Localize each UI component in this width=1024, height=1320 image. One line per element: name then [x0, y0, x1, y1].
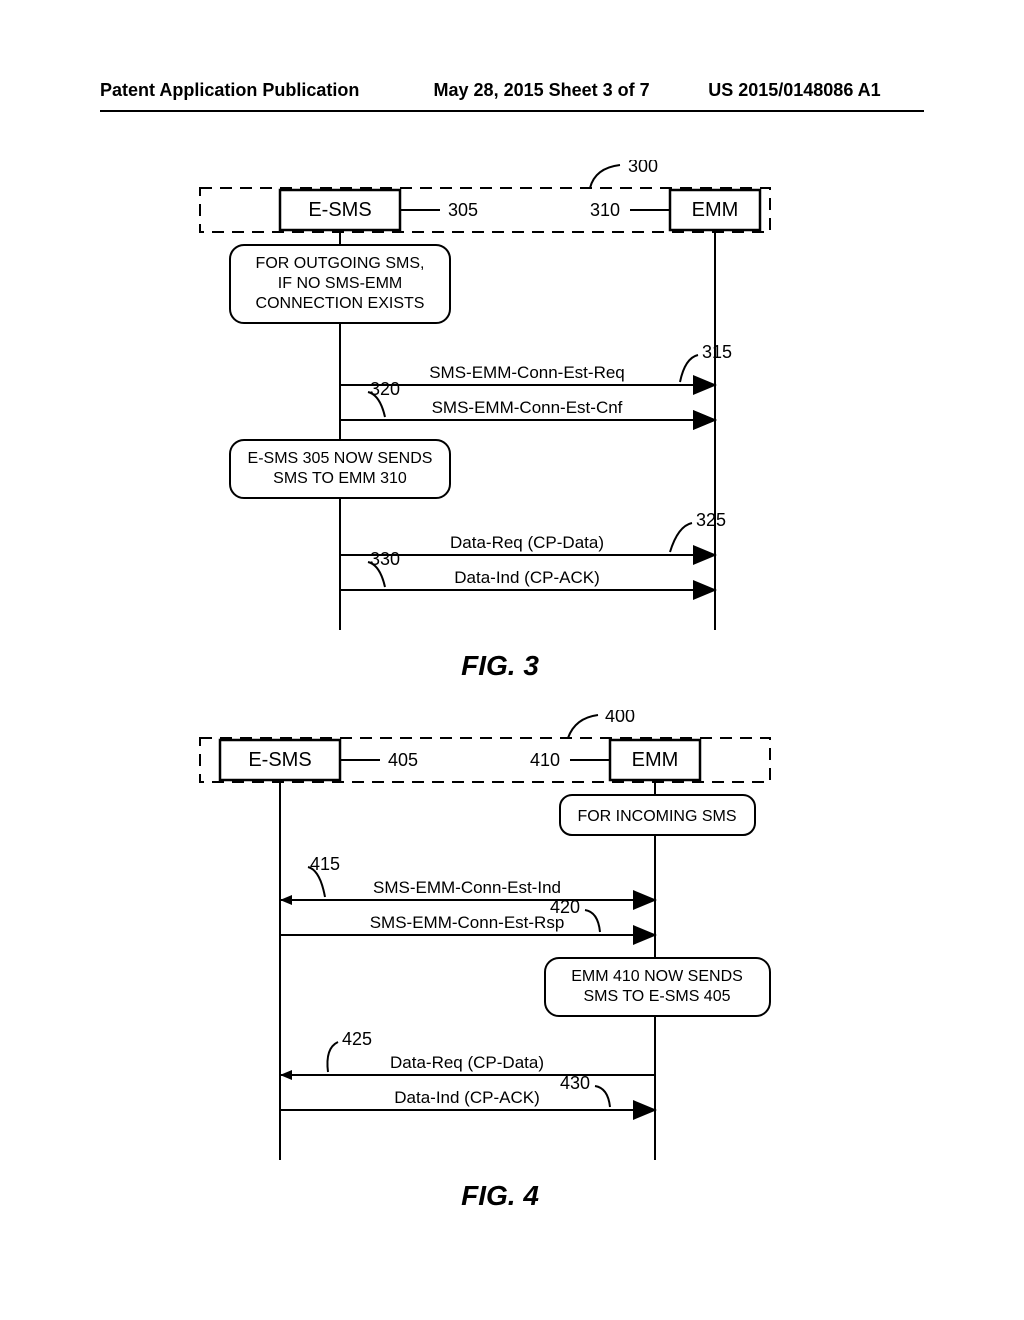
- fig4-note1-line1: FOR INCOMING SMS: [577, 808, 736, 825]
- fig3-note1-line2: IF NO SMS-EMM: [278, 275, 402, 292]
- header-rule: [100, 110, 924, 112]
- fig3-emm-label: EMM: [692, 199, 739, 221]
- fig3-msg1-label: SMS-EMM-Conn-Est-Req: [429, 363, 625, 382]
- fig4-note2-box: [545, 958, 770, 1016]
- fig3-caption: FIG. 3: [180, 650, 820, 682]
- figure-3-svg: E-SMS 305 EMM 310 300 FOR OUTGOING SMS, …: [180, 160, 820, 640]
- fig4-ref-405: 405: [388, 750, 418, 770]
- fig3-note1-line1: FOR OUTGOING SMS,: [256, 255, 425, 272]
- fig4-caption: FIG. 4: [180, 1180, 820, 1212]
- fig3-ref-305: 305: [448, 200, 478, 220]
- figure-4-svg: E-SMS 405 EMM 410 400 FOR INCOMING SMS S…: [180, 710, 820, 1170]
- fig4-msg4-label: Data-Ind (CP-ACK): [394, 1088, 539, 1107]
- fig3-note2-box: [230, 440, 450, 498]
- fig4-note2-line2: SMS TO E-SMS 405: [583, 988, 730, 1005]
- fig4-msg3-ref: 425: [342, 1029, 372, 1049]
- fig4-emm-label: EMM: [632, 749, 679, 771]
- fig3-msg3-label: Data-Req (CP-Data): [450, 533, 604, 552]
- fig4-msg4-ref: 430: [560, 1073, 590, 1093]
- fig4-ref-400: 400: [605, 710, 635, 726]
- fig3-msg3-ref: 325: [696, 510, 726, 530]
- figure-3: E-SMS 305 EMM 310 300 FOR OUTGOING SMS, …: [180, 160, 820, 682]
- fig3-note1-line3: CONNECTION EXISTS: [256, 295, 425, 312]
- fig4-esms-label: E-SMS: [248, 749, 311, 771]
- fig3-note2-line1: E-SMS 305 NOW SENDS: [248, 450, 433, 467]
- fig4-msg3-label: Data-Req (CP-Data): [390, 1053, 544, 1072]
- fig4-msg2-ref: 420: [550, 897, 580, 917]
- header-pub-no: US 2015/0148086 A1: [708, 80, 924, 101]
- page-header: Patent Application Publication May 28, 2…: [100, 80, 924, 101]
- fig3-esms-label: E-SMS: [308, 199, 371, 221]
- fig4-msg1-label: SMS-EMM-Conn-Est-Ind: [373, 878, 561, 897]
- fig4-ref-410: 410: [530, 750, 560, 770]
- fig3-ref-300: 300: [628, 160, 658, 176]
- fig3-msg4-label: Data-Ind (CP-ACK): [454, 568, 599, 587]
- fig3-msg4-ref: 330: [370, 549, 400, 569]
- fig3-msg1-ref: 315: [702, 342, 732, 362]
- header-pub-label: Patent Application Publication: [100, 80, 434, 101]
- fig3-ref-310: 310: [590, 200, 620, 220]
- fig4-msg2-label: SMS-EMM-Conn-Est-Rsp: [370, 913, 565, 932]
- figure-4: E-SMS 405 EMM 410 400 FOR INCOMING SMS S…: [180, 710, 820, 1212]
- fig3-msg2-ref: 320: [370, 379, 400, 399]
- fig4-msg1-ref: 415: [310, 854, 340, 874]
- header-date-sheet: May 28, 2015 Sheet 3 of 7: [434, 80, 709, 101]
- fig3-msg2-label: SMS-EMM-Conn-Est-Cnf: [432, 398, 623, 417]
- fig3-note2-line2: SMS TO EMM 310: [273, 470, 407, 487]
- fig4-note2-line1: EMM 410 NOW SENDS: [571, 968, 743, 985]
